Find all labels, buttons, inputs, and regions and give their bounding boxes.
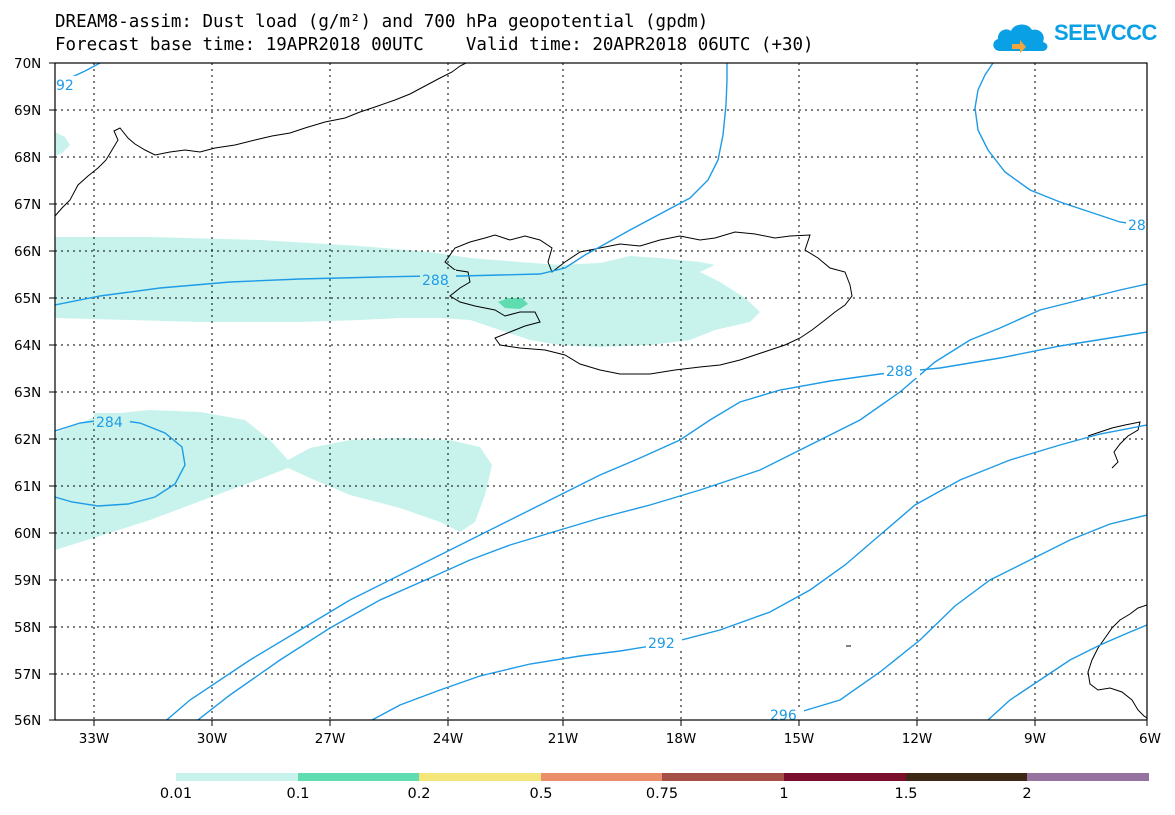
dust-load-shading [55,132,760,550]
lat-label: 63N [14,385,41,401]
lat-label: 69N [14,103,41,119]
colorbar-segment [176,773,298,781]
lat-label: 70N [14,56,41,72]
seevccc-logo [990,17,1140,57]
contour-292-south [371,424,1147,720]
faroe-coast [1087,421,1141,469]
chart-subtitle: Forecast base time: 19APR2018 00UTC Vali… [55,35,814,55]
colorbar-segment [662,773,784,781]
colorbar-labels: 0.01 0.1 0.2 0.5 0.75 1 1.5 2 [160,786,1032,802]
lat-label: 64N [14,338,41,354]
lat-label: 66N [14,244,41,260]
lon-label: 12W [902,731,933,747]
lat-label: 58N [14,620,41,636]
contour-292 [196,283,1147,720]
cloud-logo-icon [993,24,1048,53]
contour-label-288-east: 28 [1128,218,1146,234]
latitude-labels: 70N 69N 68N 67N 66N 65N 64N 63N 62N 61N … [14,56,41,729]
lon-label: 9W [1024,731,1046,747]
lon-label: 18W [666,731,697,747]
contour-label-288-north: 288 [422,273,449,289]
axis-ticks [49,62,1148,726]
greenland-coast [55,63,467,217]
colorbar-segment [419,773,541,781]
chart-title: DREAM8-assim: Dust load (g/m²) and 700 h… [55,12,709,32]
lon-label: 24W [433,731,464,747]
lat-label: 67N [14,197,41,213]
geopotential-contours [55,63,1147,720]
contour-label-284: 284 [96,415,123,431]
lon-label: 27W [315,731,346,747]
contour-288-south [165,331,1147,720]
colorbar-label: 1.5 [894,786,917,802]
scotland-coast [1087,604,1147,719]
colorbar-label: 0.5 [529,786,552,802]
colorbar-label: 2 [1022,786,1031,802]
lat-label: 62N [14,432,41,448]
longitude-labels: 33W 30W 27W 24W 21W 18W 15W 12W 9W 6W [79,731,1161,747]
lat-label: 61N [14,479,41,495]
contour-288-north [55,63,728,306]
lat-label: 59N [14,573,41,589]
contour-288-east [974,63,1147,227]
dust-plume-south [55,410,492,550]
contour-label-nw: 92 [56,78,74,94]
colorbar-segment [906,773,1027,781]
lon-label: 15W [784,731,815,747]
colorbar-segment [784,773,906,781]
colorbar [176,773,1149,781]
colorbar-label: 0.1 [286,786,309,802]
colorbar-segment [541,773,662,781]
dust-spot-west [55,132,70,156]
contour-300 [987,624,1147,720]
lon-label: 33W [79,731,110,747]
lat-label: 57N [14,667,41,683]
colorbar-label: 0.01 [160,786,192,802]
logo-text: SEEVCCC [1054,20,1157,45]
lon-label: 21W [548,731,579,747]
lat-label: 65N [14,291,41,307]
contour-296 [769,514,1147,720]
lat-label: 56N [14,713,41,729]
lat-label: 60N [14,526,41,542]
lat-label: 68N [14,150,41,166]
lon-label: 6W [1139,731,1161,747]
contour-label-288-south: 288 [886,364,913,380]
colorbar-label: 0.75 [646,786,678,802]
colorbar-segment [1027,773,1149,781]
dust-plume-north [55,237,760,347]
iceland-coast [444,231,853,375]
dust-core [498,298,528,309]
coastlines [55,63,1147,719]
colorbar-label: 0.2 [407,786,430,802]
lon-label: 30W [197,731,228,747]
colorbar-segment [298,773,419,781]
colorbar-label: 1 [779,786,788,802]
contour-label-292: 292 [648,636,675,652]
contour-label-296: 296 [770,708,797,724]
grid-lines [55,63,1147,720]
